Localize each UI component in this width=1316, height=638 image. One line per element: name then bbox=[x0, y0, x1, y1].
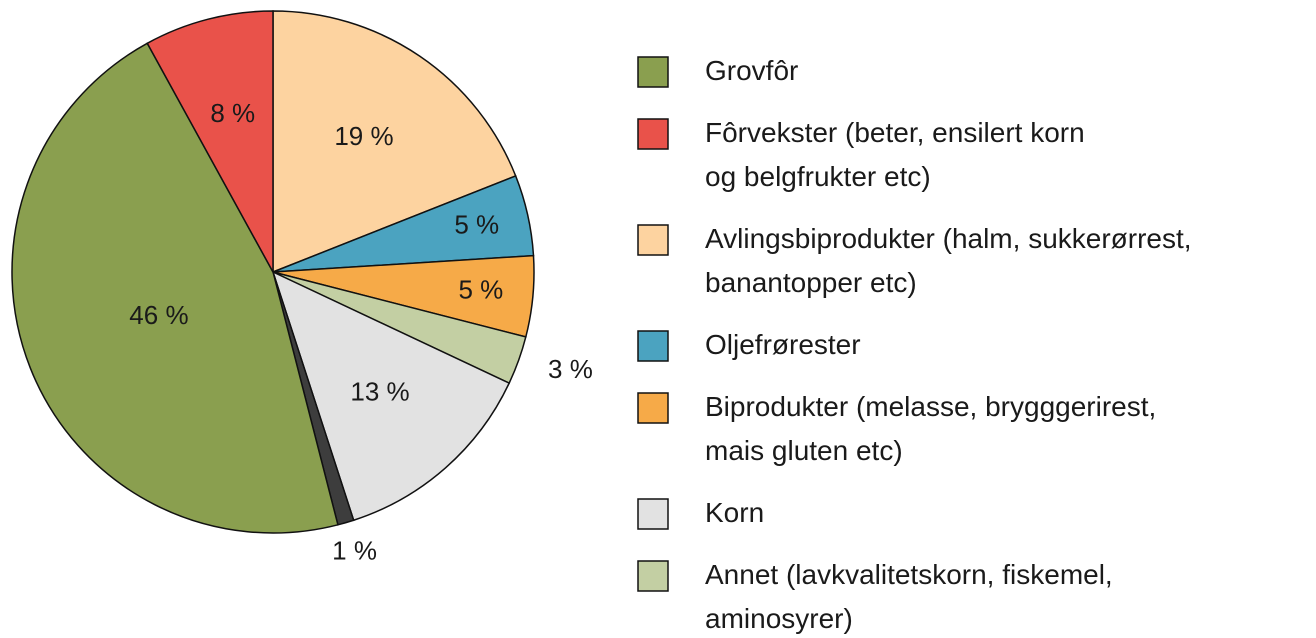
data-label: 13 % bbox=[350, 376, 409, 406]
legend-swatch bbox=[637, 224, 669, 256]
legend-line: Fôrvekster (beter, ensilert korn bbox=[705, 117, 1085, 148]
data-label: 8 % bbox=[210, 98, 255, 128]
pie-slice bbox=[271, 270, 511, 522]
legend-label: Biprodukter (melasse, brygggerirest, mais… bbox=[705, 391, 1156, 466]
legend-line: og belgfrukter etc) bbox=[705, 161, 931, 192]
legend-line: Grovfôr bbox=[705, 55, 798, 86]
legend-swatch bbox=[637, 56, 669, 88]
legend-line: Oljefrørester bbox=[705, 329, 861, 360]
legend-label: Korn bbox=[705, 497, 764, 528]
data-label: 3 % bbox=[548, 354, 593, 384]
legend-line: mais gluten etc) bbox=[705, 435, 903, 466]
legend-line: Annet (lavkvalitetskorn, fiskemel, bbox=[705, 559, 1113, 590]
legend-line: Biprodukter (melasse, brygggerirest, bbox=[705, 391, 1156, 422]
legend-line: Korn bbox=[705, 497, 764, 528]
legend-label: Avlingsbiprodukter (halm, sukkerørrest, b… bbox=[705, 223, 1192, 298]
legend-swatch bbox=[637, 560, 669, 592]
legend-swatch bbox=[637, 330, 669, 362]
pie: 19 % 5 % 5 % 3 % 13 % 1 % 46 % 8 % bbox=[11, 10, 593, 566]
legend-swatch bbox=[637, 392, 669, 424]
legend-line: banantopper etc) bbox=[705, 267, 917, 298]
data-label: 5 % bbox=[454, 209, 499, 239]
legend: Grovfôr Fôrvekster (beter, ensilert korn o… bbox=[637, 55, 1192, 634]
legend-line: Avlingsbiprodukter (halm, sukkerørrest, bbox=[705, 223, 1192, 254]
legend-swatch bbox=[637, 498, 669, 530]
data-label: 46 % bbox=[129, 300, 188, 330]
pie-slice bbox=[11, 42, 339, 534]
data-label: 1 % bbox=[332, 536, 377, 566]
legend-label: Fôrvekster (beter, ensilert korn og belgf… bbox=[705, 117, 1085, 192]
pie-slice bbox=[146, 10, 274, 273]
pie-slice bbox=[272, 10, 517, 274]
legend-line: aminosyrer) bbox=[705, 603, 853, 634]
legend-label: Annet (lavkvalitetskorn, fiskemel, aminos… bbox=[705, 559, 1113, 634]
legend-label: Grovfôr bbox=[705, 55, 798, 86]
legend-swatch bbox=[637, 118, 669, 150]
data-label: 5 % bbox=[458, 275, 503, 305]
legend-label: Oljefrørester bbox=[705, 329, 861, 360]
data-label: 19 % bbox=[334, 121, 393, 151]
